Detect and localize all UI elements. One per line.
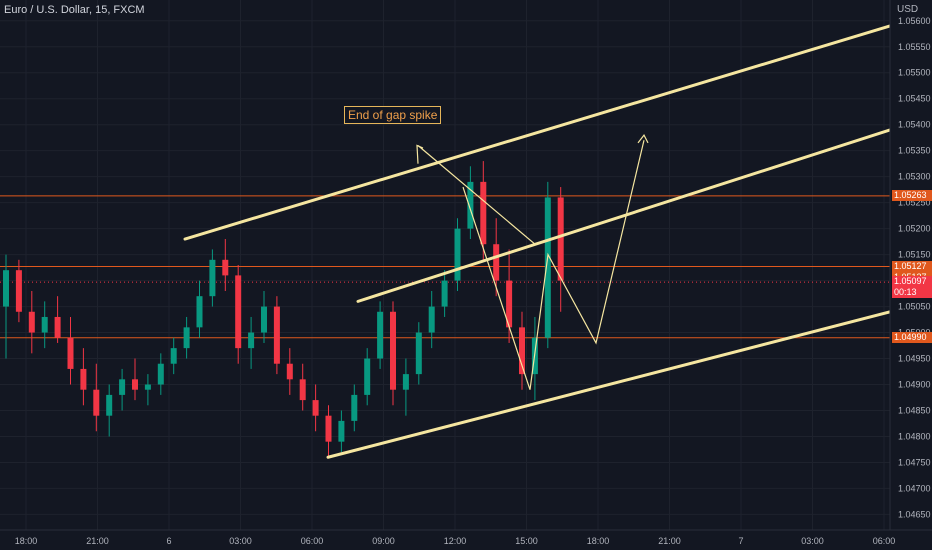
spike-arrow-line <box>417 145 536 245</box>
price-tag: 1.05127 <box>892 260 932 272</box>
candle-body <box>390 311 396 390</box>
grid-lines <box>0 0 890 530</box>
candle-body <box>506 280 513 328</box>
candle-body <box>338 420 345 442</box>
channel-lower-line <box>326 310 892 459</box>
time-tick: 18:00 <box>587 536 610 546</box>
candle-body <box>377 311 384 359</box>
candle-body <box>273 306 280 364</box>
candle-body <box>93 389 100 416</box>
candle-body <box>428 306 435 333</box>
price-tick: 1.05450 <box>898 94 931 104</box>
candle-body <box>144 384 151 390</box>
candle-body <box>41 316 48 333</box>
time-tick: 06:00 <box>873 536 896 546</box>
candle-body <box>312 400 319 416</box>
time-tick: 6 <box>166 536 171 546</box>
candle-body <box>119 379 126 395</box>
time-tick: 03:00 <box>801 536 824 546</box>
candle-body <box>222 259 229 276</box>
candles <box>3 161 564 458</box>
candle-body <box>209 259 216 297</box>
price-tick: 1.05300 <box>898 172 931 182</box>
last-price-value: 1.05097 <box>894 276 927 287</box>
candle-body <box>248 332 255 349</box>
candle-body <box>3 270 9 307</box>
currency-label: USD <box>897 4 919 15</box>
price-tick: 1.05600 <box>898 16 931 26</box>
candle-body <box>196 296 203 328</box>
time-tick: 7 <box>738 536 743 546</box>
candle-body <box>325 415 332 442</box>
annotation-label[interactable]: End of gap spike <box>344 106 442 124</box>
candle-body <box>364 358 371 395</box>
candle-body <box>183 327 190 349</box>
channel-middle-line <box>356 128 892 303</box>
price-tick: 1.04900 <box>898 380 931 390</box>
candle-body <box>299 379 306 401</box>
candle-body <box>286 363 293 380</box>
time-tick: 21:00 <box>86 536 109 546</box>
candle-body <box>132 379 138 390</box>
symbol-title: Euro / U.S. Dollar, 15, FXCM <box>4 4 145 16</box>
price-tick: 1.05350 <box>898 146 931 156</box>
time-tick: 15:00 <box>515 536 538 546</box>
candle-body <box>557 197 564 281</box>
time-tick: 21:00 <box>658 536 681 546</box>
price-tick: 1.04950 <box>898 354 931 364</box>
time-tick: 03:00 <box>229 536 252 546</box>
price-tick: 1.04700 <box>898 483 931 493</box>
candle-body <box>544 197 551 338</box>
candle-body <box>157 363 164 385</box>
time-tick: 09:00 <box>372 536 395 546</box>
candle-body <box>28 311 35 333</box>
price-tick: 1.05550 <box>898 42 931 52</box>
drawings <box>183 24 892 459</box>
projection-path <box>462 140 645 390</box>
candle-body <box>261 306 267 333</box>
price-tick: 1.04800 <box>898 431 931 441</box>
spike-arrowhead <box>416 144 424 164</box>
candle-body <box>441 280 448 307</box>
price-tick: 1.05200 <box>898 224 931 234</box>
candle-body <box>54 316 61 338</box>
price-tick: 1.05400 <box>898 120 931 130</box>
time-axis: 18:00 21:00 6 03:00 06:00 09:00 12:00 15:00 18:0… <box>0 529 932 546</box>
candle-body <box>15 270 22 312</box>
candle-body <box>493 244 500 281</box>
price-tick: 1.04650 <box>898 509 931 519</box>
candle-body <box>351 394 358 421</box>
projection-arrowhead <box>637 133 649 144</box>
price-tick: 1.05500 <box>898 68 931 78</box>
candle-body <box>415 332 422 375</box>
candle-body <box>467 181 474 229</box>
candle-body <box>106 394 113 416</box>
price-tick: 1.04850 <box>898 405 931 415</box>
price-tick: 1.05250 <box>898 198 931 208</box>
candle-body <box>80 368 87 390</box>
candle-body <box>480 181 487 245</box>
candle-body <box>454 228 461 281</box>
channel-upper-line <box>183 24 892 241</box>
bar-countdown: 00:13 <box>894 287 917 298</box>
candle-body <box>67 337 74 369</box>
price-tag: 1.05263 <box>892 189 932 201</box>
price-tick: 1.05050 <box>898 302 931 312</box>
last-price-tag: 1.05097 00:13 <box>892 276 932 299</box>
price-tick: 1.05150 <box>898 250 931 260</box>
candle-body <box>170 348 177 364</box>
time-tick: 12:00 <box>444 536 467 546</box>
price-tick: 1.04750 <box>898 457 931 467</box>
time-tick: 06:00 <box>301 536 324 546</box>
candle-body <box>519 327 525 375</box>
time-tick: 18:00 <box>15 536 38 546</box>
candle-body <box>235 275 242 349</box>
candle-body <box>402 374 409 390</box>
price-tag: 1.04990 <box>892 331 932 343</box>
